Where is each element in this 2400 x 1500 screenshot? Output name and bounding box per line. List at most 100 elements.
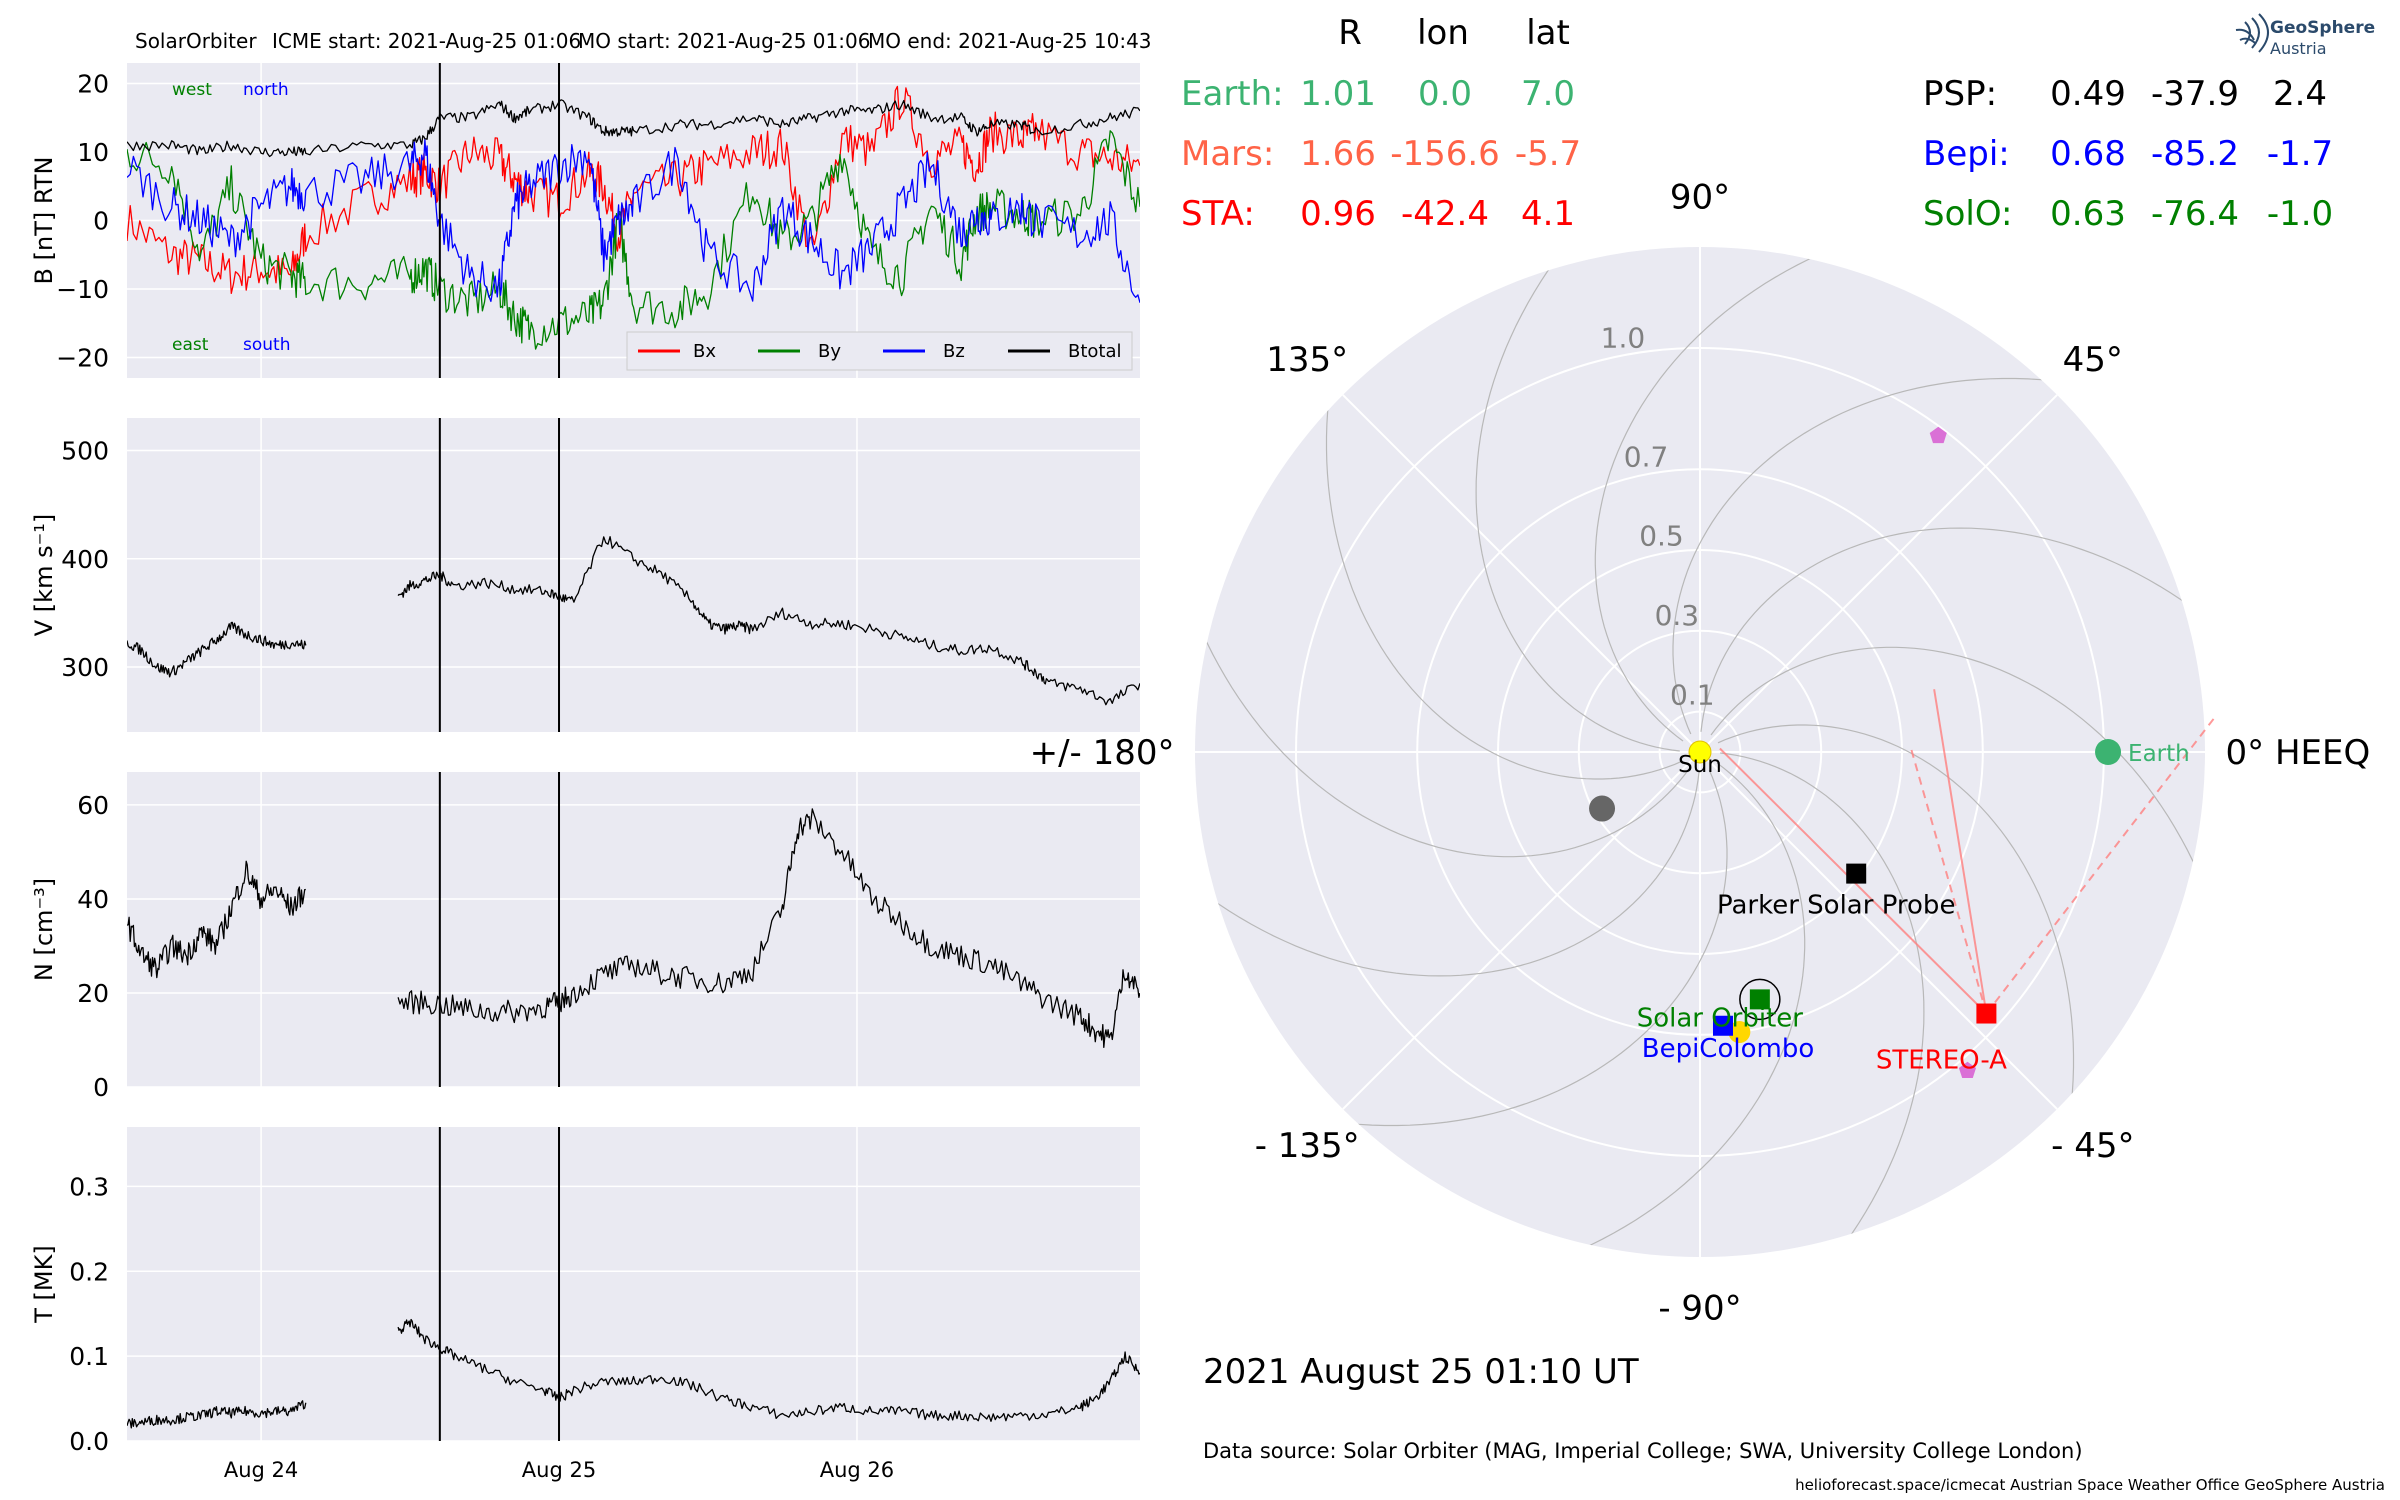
table-row-r: 0.63 bbox=[2050, 194, 2126, 234]
parker-spiral-line bbox=[1475, 247, 1680, 752]
table-row-name: Earth: bbox=[1181, 74, 1284, 114]
y-tick-label: 0 bbox=[93, 1073, 109, 1102]
series-line-bz bbox=[127, 139, 1140, 303]
y-tick-label: 0.0 bbox=[69, 1427, 109, 1456]
body-parker-solar-probe bbox=[1846, 863, 1867, 884]
polar-angle-label: 0° HEEQ bbox=[2226, 733, 2371, 773]
parker-spiral-line bbox=[1710, 646, 2205, 950]
y-tick-label: 400 bbox=[61, 545, 109, 574]
annotation-north: north bbox=[243, 80, 289, 100]
legend-btotal: Btotal bbox=[1068, 341, 1122, 362]
table-row-lon: 0.0 bbox=[1418, 74, 1472, 114]
logo: GeoSphere Austria bbox=[2235, 13, 2375, 58]
geosphere-logo-icon bbox=[2235, 13, 2269, 53]
body-sun bbox=[1688, 740, 1712, 764]
parker-spiral-line bbox=[1502, 762, 1806, 1257]
planet-marker bbox=[1728, 1021, 1751, 1044]
polar-r-label: 0.5 bbox=[1639, 520, 1684, 553]
series-line-n2 bbox=[397, 808, 1140, 1049]
table-row-name: STA: bbox=[1181, 194, 1255, 234]
planet-marker bbox=[1589, 795, 1616, 822]
y-tick-label: 0 bbox=[93, 207, 109, 236]
table-row-r: 0.49 bbox=[2050, 74, 2126, 114]
table-row-r: 0.68 bbox=[2050, 134, 2126, 174]
polar-r-label: 0.3 bbox=[1655, 599, 1700, 632]
table-row-lat: -1.0 bbox=[2267, 194, 2333, 234]
series-line-n bbox=[127, 860, 306, 979]
parker-spiral-line bbox=[1265, 769, 1728, 1127]
y-tick-label: 20 bbox=[77, 70, 109, 99]
body-label-solar-orbiter: Solar Orbiter bbox=[1637, 1003, 1804, 1033]
y-tick-label: 0.1 bbox=[69, 1342, 109, 1371]
body-bepicolombo bbox=[1712, 1015, 1733, 1036]
parker-spiral-line bbox=[1594, 247, 1898, 742]
panel-magnetic-field: 20 10 0 −10 −20 B [nT] RTN bbox=[30, 63, 1140, 378]
parker-spiral-line bbox=[1717, 724, 2075, 1187]
logo-line2: Austria bbox=[2270, 39, 2327, 58]
y-tick-label: 20 bbox=[77, 979, 109, 1008]
series-line-bx bbox=[127, 85, 1140, 295]
parker-spirals bbox=[1195, 247, 2205, 1257]
header-icme-start: ICME start: 2021-Aug-25 01:06 bbox=[272, 29, 581, 53]
table-row-r: 0.96 bbox=[1300, 194, 1376, 234]
y-axis-label: N [cm⁻³] bbox=[30, 878, 58, 981]
series-group bbox=[127, 1318, 1140, 1429]
panel-background bbox=[127, 772, 1140, 1087]
polar-angle-label: - 45° bbox=[2051, 1126, 2134, 1166]
table-row-lon: -85.2 bbox=[2151, 134, 2239, 174]
table-row-lon: -76.4 bbox=[2151, 194, 2239, 234]
parker-spiral-line bbox=[1672, 377, 2135, 735]
annotation-west: west bbox=[172, 80, 212, 100]
table-row-lat: -5.7 bbox=[1515, 134, 1581, 174]
body-label-sun: Sun bbox=[1678, 752, 1722, 778]
body-label-parker-solar-probe: Parker Solar Probe bbox=[1717, 891, 1955, 921]
y-tick-label: 40 bbox=[77, 885, 109, 914]
planet-marker bbox=[1929, 426, 1947, 444]
body-solar-orbiter bbox=[1749, 989, 1770, 1010]
y-tick-label: 500 bbox=[61, 436, 109, 465]
polar-angle-label: - 135° bbox=[1255, 1126, 1360, 1166]
y-tick-label: 300 bbox=[61, 653, 109, 682]
positions-table: R lon lat Earth: 1.01 0.0 7.0 Mars: 1.66 -156.… bbox=[1181, 13, 2333, 234]
panel-temperature: 0.3 0.2 0.1 0.0 T [MK] Aug 24 Aug 25 Aug 26 bbox=[30, 1127, 1140, 1482]
polar-plot: 1.0 0.7 0.5 0.3 0.1 0° HEEQ 45° 90° 135° +/- 180°… bbox=[1030, 178, 2371, 1329]
x-tick-label: Aug 25 bbox=[522, 1458, 596, 1482]
logo-line1: GeoSphere bbox=[2270, 18, 2375, 38]
table-row-r: 1.66 bbox=[1300, 134, 1376, 174]
table-right: PSP: 0.49 -37.9 2.4 Bepi: 0.68 -85.2 -1.7 SolO: 0… bbox=[1923, 74, 2333, 234]
series-line-v bbox=[127, 621, 307, 678]
y-tick-label: 0.2 bbox=[69, 1257, 109, 1286]
legend-bz: Bz bbox=[943, 341, 965, 362]
panel-density: 60 40 20 0 N [cm⁻³] bbox=[30, 772, 1140, 1102]
annotation-south: south bbox=[243, 335, 290, 355]
series-group bbox=[127, 536, 1140, 706]
y-tick-label: 0.3 bbox=[69, 1172, 109, 1201]
polar-r-label: 1.0 bbox=[1601, 321, 1646, 354]
panel-background bbox=[127, 418, 1140, 732]
legend-bx: Bx bbox=[693, 341, 716, 362]
series-group bbox=[127, 85, 1140, 350]
table-row-lat: 2.4 bbox=[2273, 74, 2327, 114]
planet-marker bbox=[1958, 1061, 1976, 1078]
header: SolarOrbiter ICME start: 2021-Aug-25 01:… bbox=[135, 29, 1152, 53]
parker-spiral-line bbox=[1700, 527, 2205, 732]
header-mo-end: MO end: 2021-Aug-25 10:43 bbox=[868, 29, 1152, 53]
footer-source: Data source: Solar Orbiter (MAG, Imperia… bbox=[1203, 1439, 2083, 1463]
polar-grid-spoke bbox=[1699, 751, 2058, 1110]
polar-grid-spoke bbox=[1699, 394, 2058, 753]
y-tick-label: −20 bbox=[56, 343, 109, 372]
col-header-r: R bbox=[1338, 13, 1362, 53]
header-mo-start: MO start: 2021-Aug-25 01:06 bbox=[578, 29, 870, 53]
series-group bbox=[127, 808, 1140, 1049]
series-line-t2 bbox=[397, 1318, 1140, 1422]
body-label-stereo-a: STEREO-A bbox=[1876, 1046, 2007, 1076]
legend-by: By bbox=[818, 341, 841, 362]
y-tick-label: 10 bbox=[77, 138, 109, 167]
b-annotations: west north east south bbox=[172, 80, 290, 355]
polar-angle-label: +/- 180° bbox=[1030, 733, 1175, 773]
annotation-east: east bbox=[172, 335, 209, 355]
table-row-lat: 7.0 bbox=[1521, 74, 1575, 114]
series-line-btotal bbox=[127, 99, 1140, 158]
stereo-fov-line bbox=[1985, 715, 2217, 1015]
